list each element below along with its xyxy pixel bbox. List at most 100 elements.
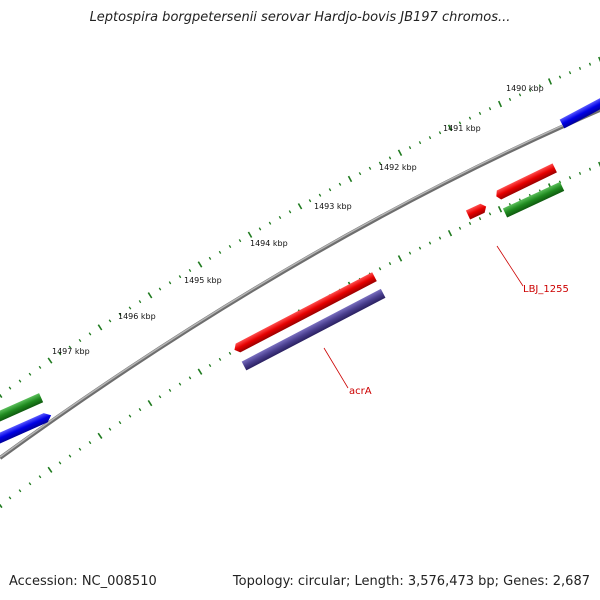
- outer-tick-ring: [0, 56, 600, 399]
- minor-tick: [218, 357, 222, 361]
- minor-tick: [68, 454, 72, 458]
- minor-tick: [208, 363, 212, 368]
- minor-tick: [228, 244, 232, 249]
- minor-tick: [438, 131, 442, 135]
- footer-summary: Topology: circular; Length: 3,576,473 bp…: [232, 574, 590, 589]
- minor-tick: [8, 496, 12, 500]
- minor-tick: [588, 62, 592, 66]
- minor-tick: [28, 372, 32, 376]
- feature-lbj1255-green: [502, 181, 565, 218]
- minor-tick: [408, 251, 412, 255]
- tick-label-1493: 1493 kbp: [314, 202, 352, 211]
- minor-tick: [458, 226, 462, 230]
- minor-tick: [538, 84, 542, 88]
- minor-tick: [528, 88, 532, 92]
- major-tick: [447, 124, 453, 132]
- minor-tick: [58, 461, 62, 465]
- minor-tick: [328, 188, 332, 192]
- major-tick: [47, 466, 53, 473]
- minor-tick: [188, 268, 192, 273]
- minor-tick: [38, 365, 42, 369]
- footer-accession: Accession: NC_008510: [9, 574, 157, 589]
- minor-tick: [158, 287, 162, 291]
- major-tick: [0, 503, 3, 509]
- minor-tick: [418, 246, 422, 250]
- minor-tick: [378, 161, 382, 165]
- minor-tick: [338, 182, 342, 186]
- tick-label-1491: 1491 kbp: [443, 124, 481, 133]
- minor-tick: [568, 71, 572, 75]
- major-tick: [247, 231, 253, 238]
- tick-label-1497: 1497 kbp: [52, 347, 90, 356]
- feature-small-red: [465, 203, 487, 220]
- minor-tick: [138, 408, 142, 412]
- chromosome-backbone: [0, 108, 600, 460]
- minor-tick: [178, 382, 182, 386]
- minor-tick: [188, 376, 192, 380]
- acra-leader-line: [323, 347, 349, 389]
- minor-tick: [128, 414, 132, 418]
- minor-tick: [558, 75, 562, 79]
- minor-tick: [408, 146, 412, 150]
- minor-tick: [478, 217, 482, 221]
- major-tick: [347, 175, 353, 183]
- feature-left-blue: [0, 413, 52, 447]
- minor-tick: [388, 156, 392, 160]
- major-tick: [47, 357, 53, 364]
- minor-tick: [358, 172, 362, 176]
- map-title: Leptospira borgpetersenii serovar Hardjo…: [89, 10, 511, 25]
- minor-tick: [268, 221, 272, 225]
- gene-label-lbj1255: LBJ_1255: [523, 284, 569, 295]
- major-tick: [147, 292, 153, 299]
- minor-tick: [258, 227, 262, 231]
- gene-label-acra: acrA: [349, 386, 372, 397]
- minor-tick: [278, 215, 282, 220]
- tick-label-1492: 1492 kbp: [379, 163, 417, 172]
- major-tick: [97, 432, 103, 439]
- major-tick: [598, 56, 600, 63]
- minor-tick: [368, 166, 372, 170]
- minor-tick: [88, 441, 92, 445]
- minor-tick: [468, 116, 472, 120]
- minor-tick: [578, 66, 582, 70]
- minor-tick: [438, 236, 442, 240]
- minor-tick: [428, 136, 432, 140]
- minor-tick: [108, 427, 112, 431]
- major-tick: [197, 261, 203, 268]
- minor-tick: [238, 239, 242, 243]
- minor-tick: [568, 176, 572, 180]
- minor-tick: [218, 250, 222, 254]
- feature-acra-purple: [241, 288, 386, 371]
- feature-top-blue: [559, 96, 600, 129]
- lbj1255-leader-line: [496, 245, 524, 287]
- minor-tick: [228, 351, 232, 355]
- feature-left-green: [0, 393, 44, 425]
- minor-tick: [108, 319, 112, 323]
- minor-tick: [428, 241, 432, 245]
- tick-label-1494: 1494 kbp: [250, 239, 288, 248]
- minor-tick: [178, 275, 182, 279]
- minor-tick: [478, 111, 482, 115]
- minor-tick: [378, 267, 382, 271]
- minor-tick: [288, 210, 292, 214]
- minor-tick: [68, 345, 72, 349]
- minor-tick: [158, 395, 162, 399]
- minor-tick: [78, 447, 82, 451]
- minor-tick: [38, 475, 42, 479]
- major-tick: [598, 161, 600, 168]
- minor-tick: [318, 193, 322, 197]
- major-tick: [497, 100, 503, 108]
- minor-tick: [18, 489, 22, 493]
- major-tick: [547, 78, 553, 85]
- major-tick: [397, 255, 403, 262]
- minor-tick: [518, 93, 522, 97]
- major-tick: [147, 399, 153, 407]
- minor-tick: [138, 300, 142, 304]
- minor-tick: [388, 262, 392, 266]
- minor-tick: [208, 256, 212, 260]
- major-tick: [197, 368, 203, 375]
- major-tick: [97, 324, 103, 331]
- major-tick: [497, 205, 503, 213]
- feature-lbj1255-red: [496, 163, 557, 200]
